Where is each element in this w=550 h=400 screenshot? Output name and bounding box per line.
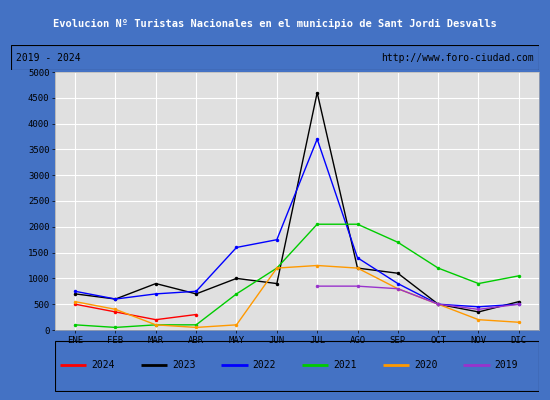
Text: 2024: 2024 [91,360,115,370]
Text: 2021: 2021 [333,360,357,370]
Text: 2020: 2020 [414,360,437,370]
Text: 2023: 2023 [172,360,195,370]
Text: 2022: 2022 [252,360,276,370]
Text: 2019 - 2024: 2019 - 2024 [16,53,81,63]
Text: 2019: 2019 [494,360,518,370]
Text: Evolucion Nº Turistas Nacionales en el municipio de Sant Jordi Desvalls: Evolucion Nº Turistas Nacionales en el m… [53,19,497,29]
Text: http://www.foro-ciudad.com: http://www.foro-ciudad.com [381,53,534,63]
